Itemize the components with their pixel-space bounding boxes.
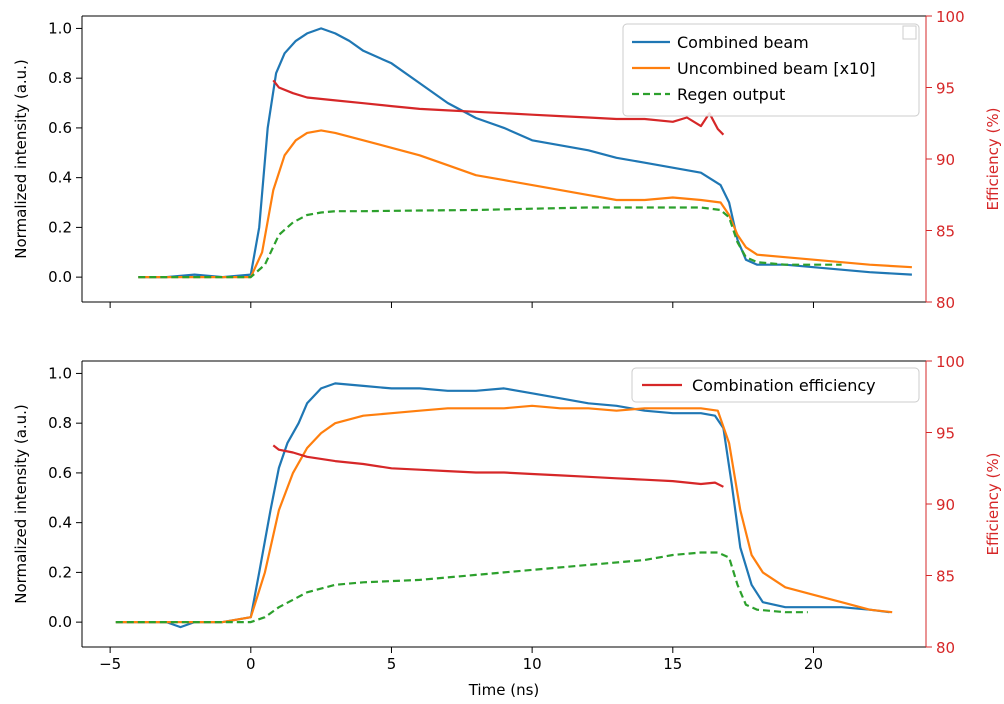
- series-line-bottom-2: [115, 551, 808, 624]
- y2-tick-label: 100: [936, 8, 965, 26]
- x-axis-label: Time (ns): [468, 681, 540, 699]
- legend-box: [622, 23, 920, 117]
- y2-axis-label: Efficiency (%): [984, 108, 1002, 211]
- x-tick-label: 0: [246, 655, 256, 673]
- series-line-top-2: [138, 206, 842, 279]
- y2-tick-label: 90: [936, 151, 955, 169]
- y-tick-label: 0.8: [48, 69, 72, 87]
- x-tick-label: 5: [387, 655, 397, 673]
- x-tick-label: 20: [804, 655, 823, 673]
- y-tick-label: 1.0: [48, 19, 72, 37]
- y-tick-label: 0.6: [48, 119, 72, 137]
- x-tick-label: −5: [99, 655, 121, 673]
- y2-tick-label: 80: [936, 294, 955, 312]
- y-tick-label: 1.0: [48, 364, 72, 382]
- y2-axis-label: Efficiency (%): [984, 453, 1002, 556]
- series-line-top-1: [138, 129, 912, 279]
- y2-tick-label: 85: [936, 223, 955, 241]
- y-tick-label: 0.0: [48, 613, 72, 631]
- legend-label: Regen output: [677, 85, 785, 104]
- y2-tick-label: 80: [936, 639, 955, 657]
- y-tick-label: 0.4: [48, 169, 72, 187]
- legend-box: [631, 367, 920, 403]
- panel-bottom: −5 0 5 10 15 20 0.0 0.2 0.4 0.6 0.8 1.0 80 85 90 95 100 N…: [12, 353, 1002, 699]
- y-tick-label: 0.2: [48, 563, 72, 581]
- series-line-top-0: [138, 27, 912, 279]
- series-line-bottom-1: [115, 404, 893, 624]
- y-axis-label: Normalized intensity (a.u.): [12, 404, 30, 604]
- y-axis-label: Normalized intensity (a.u.): [12, 59, 30, 259]
- y-tick-label: 0.6: [48, 464, 72, 482]
- panel-top: 0.0 0.2 0.4 0.6 0.8 1.0 80 85 90 95 100 Normalized …: [12, 8, 1002, 312]
- x-tick-label: 10: [523, 655, 542, 673]
- y-tick-label: 0.4: [48, 514, 72, 532]
- y2-tick-label: 85: [936, 568, 955, 586]
- series-line-top-3: [272, 79, 725, 136]
- y-tick-label: 0.8: [48, 414, 72, 432]
- y2-tick-label: 90: [936, 496, 955, 514]
- legend-top: Combined beam Uncombined beam [x10] Regen …: [622, 23, 920, 117]
- legend-label: Uncombined beam [x10]: [677, 59, 876, 78]
- legend-empty-box: [902, 25, 917, 40]
- y-tick-label: 0.0: [48, 268, 72, 286]
- legend-label: Combined beam: [677, 33, 809, 52]
- legend-bottom: Combination efficiency: [631, 367, 920, 403]
- legend-label: Combination efficiency: [692, 376, 876, 395]
- y2-tick-label: 100: [936, 353, 965, 371]
- y2-tick-label: 95: [936, 425, 955, 443]
- x-tick-label: 15: [663, 655, 682, 673]
- series-line-bottom-0: [115, 382, 890, 629]
- series-line-bottom-3: [272, 444, 724, 488]
- y-tick-label: 0.2: [48, 218, 72, 236]
- y2-tick-label: 95: [936, 80, 955, 98]
